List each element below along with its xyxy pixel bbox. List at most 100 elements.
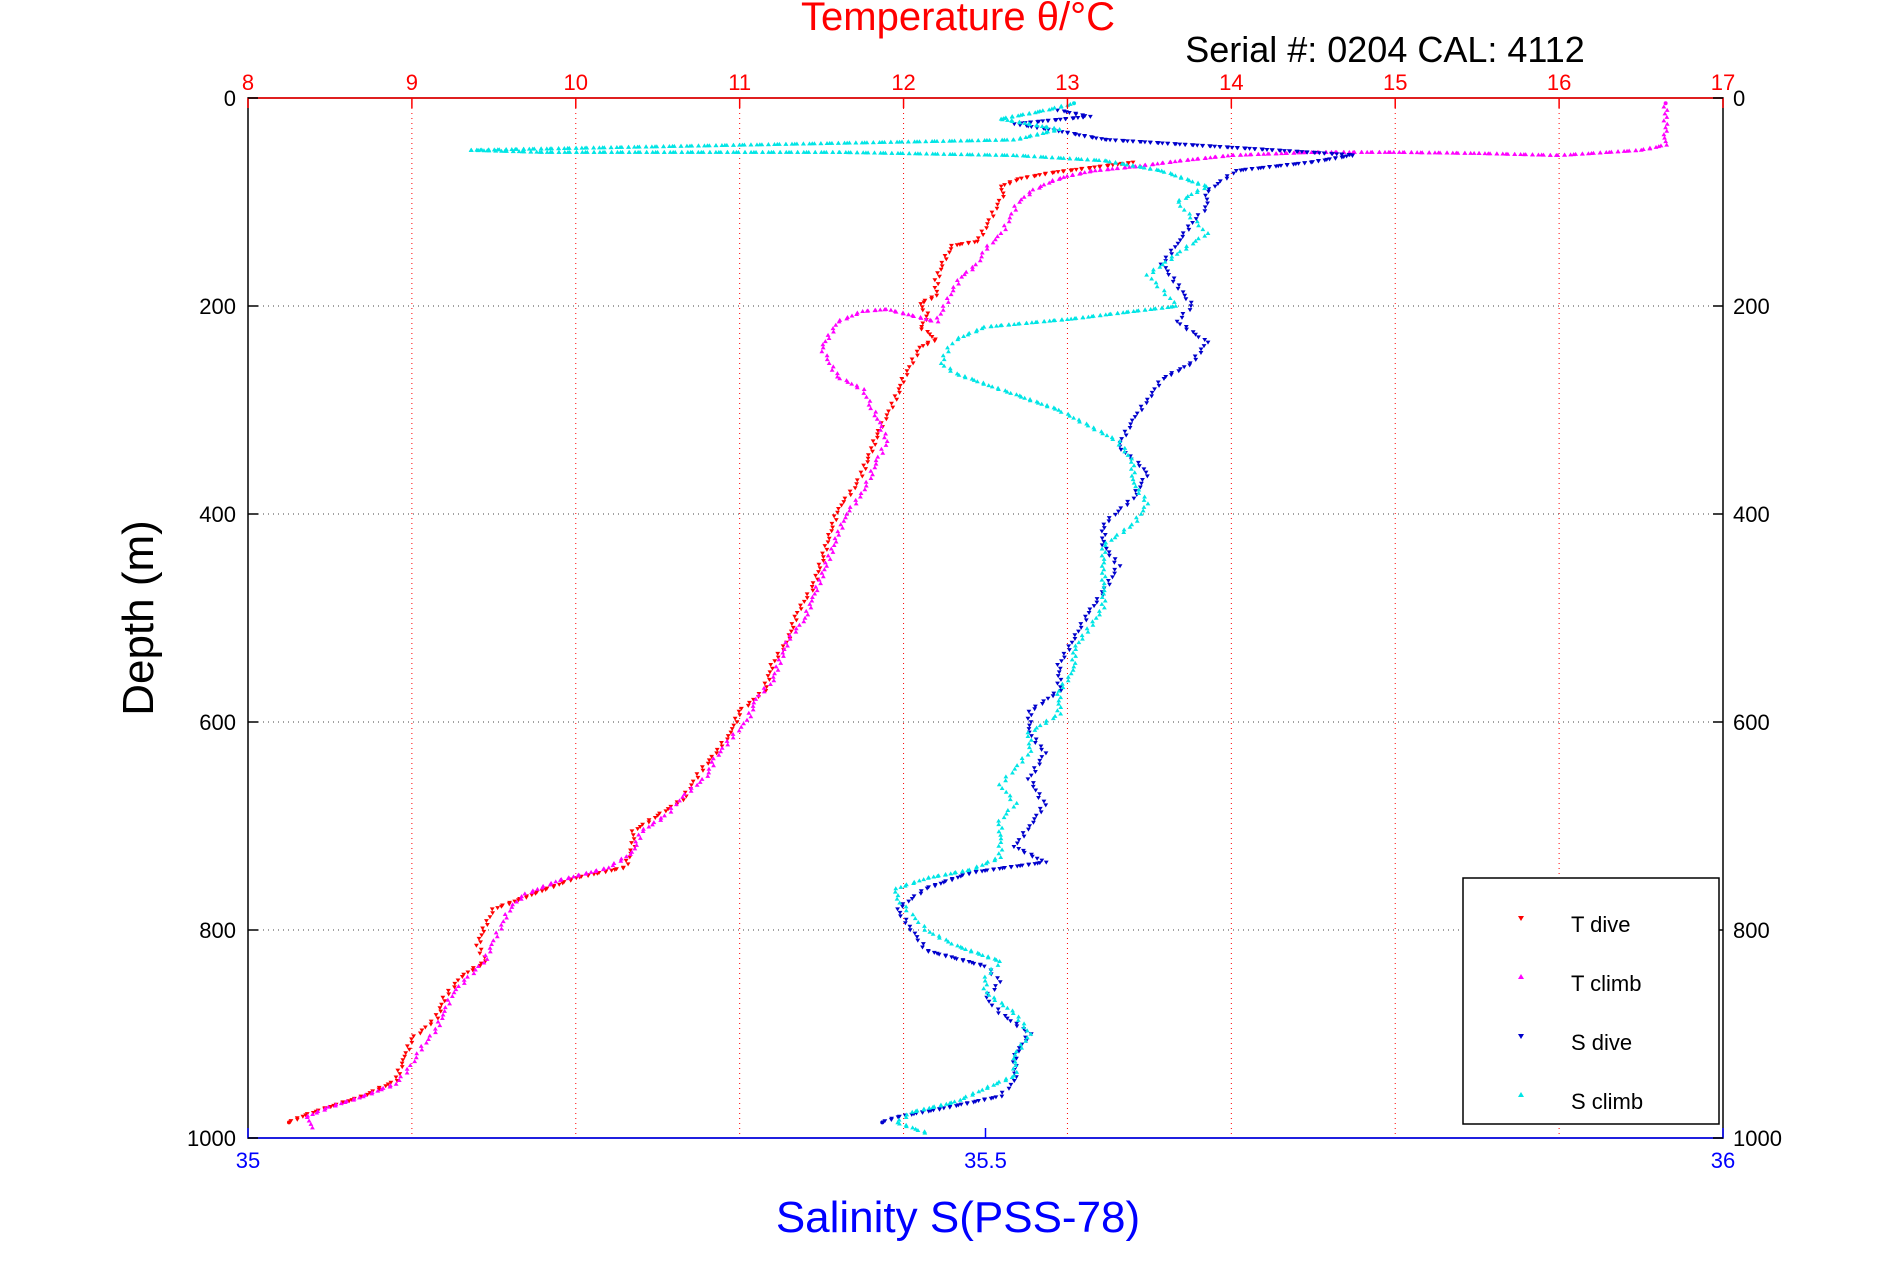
data-point <box>1030 784 1036 789</box>
data-point <box>1060 169 1066 174</box>
data-point <box>601 145 607 150</box>
data-point <box>907 928 913 933</box>
data-point <box>705 761 711 766</box>
data-point <box>449 993 455 998</box>
data-point <box>1139 481 1144 486</box>
data-point <box>1205 231 1211 235</box>
data-point <box>1014 1024 1020 1029</box>
data-point <box>651 820 657 825</box>
data-point <box>1225 153 1231 158</box>
data-point <box>737 713 743 718</box>
data-point <box>1019 1045 1025 1050</box>
data-point <box>1026 741 1032 746</box>
data-point <box>984 226 989 231</box>
data-point <box>1194 143 1200 148</box>
data-point <box>935 271 940 276</box>
data-point <box>667 149 673 154</box>
data-point <box>1071 664 1077 669</box>
data-point <box>1105 166 1111 171</box>
data-point <box>1055 663 1060 667</box>
data-point <box>1138 404 1144 409</box>
data-point <box>435 1019 441 1024</box>
data-point <box>1073 112 1079 117</box>
data-point <box>706 766 712 771</box>
data-point <box>1022 395 1028 400</box>
data-point <box>917 345 923 350</box>
data-point <box>1129 522 1135 527</box>
data-point <box>565 149 571 154</box>
data-point <box>1027 824 1033 829</box>
data-point <box>939 264 945 269</box>
data-point <box>477 963 483 968</box>
data-point <box>940 307 946 312</box>
data-point <box>980 232 986 237</box>
data-point <box>1017 135 1023 140</box>
data-point <box>1130 163 1136 168</box>
data-point <box>948 368 953 373</box>
data-point <box>998 184 1004 189</box>
data-point <box>802 615 808 620</box>
data-point <box>1018 197 1024 202</box>
data-point <box>655 813 661 818</box>
data-point <box>974 864 980 869</box>
data-point <box>973 262 979 267</box>
data-point <box>1065 674 1071 679</box>
data-point <box>820 574 826 579</box>
data-point <box>1106 516 1112 521</box>
data-point <box>744 717 750 722</box>
data-point <box>1662 135 1667 140</box>
data-point <box>543 887 549 892</box>
data-point <box>634 842 640 847</box>
data-point <box>519 149 525 154</box>
data-point <box>907 924 913 929</box>
data-point <box>980 953 985 957</box>
data-point <box>1059 659 1064 664</box>
data-point <box>864 394 869 399</box>
data-point <box>915 938 921 943</box>
data-point <box>962 272 967 277</box>
data-point <box>640 829 646 833</box>
data-point <box>899 139 905 144</box>
data-point <box>883 431 889 436</box>
data-point <box>1266 151 1272 156</box>
data-point <box>988 970 994 975</box>
data-point <box>852 486 858 491</box>
data-point <box>1096 608 1102 613</box>
data-point <box>537 149 543 154</box>
data-point <box>1476 151 1482 156</box>
data-point <box>626 149 632 154</box>
data-point <box>1019 755 1025 760</box>
data-point <box>839 503 844 508</box>
data-point <box>931 1104 937 1109</box>
data-point <box>948 871 954 876</box>
data-point <box>556 149 562 154</box>
data-point <box>328 1105 334 1109</box>
data-point <box>781 647 787 651</box>
data-point <box>920 308 926 313</box>
data-point <box>950 288 956 293</box>
data-point <box>1140 508 1146 513</box>
data-point <box>809 598 815 603</box>
data-point <box>1017 199 1023 204</box>
data-point <box>999 152 1005 157</box>
data-point <box>725 742 731 747</box>
data-point <box>974 379 980 384</box>
data-point <box>927 929 933 934</box>
data-point <box>1151 267 1156 272</box>
data-point <box>766 149 772 154</box>
data-point <box>713 149 719 154</box>
data-point <box>549 146 555 151</box>
data-point <box>1195 188 1200 193</box>
data-point <box>1044 403 1050 407</box>
data-point <box>810 588 816 593</box>
data-point <box>1113 160 1118 165</box>
data-point <box>1312 151 1318 156</box>
data-point <box>1075 115 1081 120</box>
data-point <box>1043 720 1049 725</box>
data-point <box>940 303 946 308</box>
data-point <box>1099 529 1105 534</box>
data-point <box>1012 1052 1018 1057</box>
data-point <box>880 1120 885 1125</box>
data-point <box>925 311 931 316</box>
data-point <box>1099 536 1105 541</box>
